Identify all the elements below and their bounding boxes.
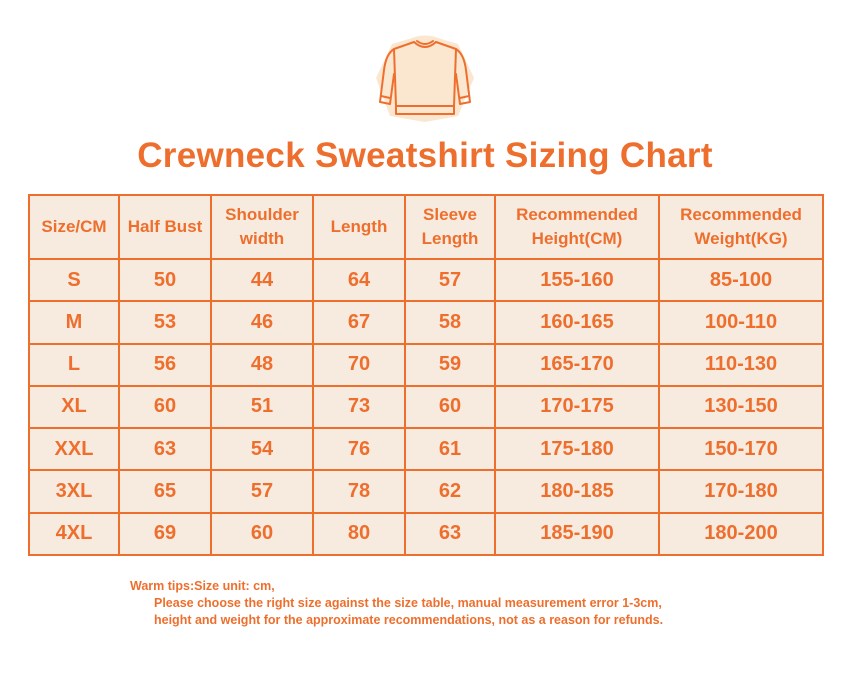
- tips-line-1: Warm tips:Size unit: cm,: [130, 579, 275, 593]
- cell-shoulder-width: 44: [210, 257, 314, 303]
- cell-size: M: [28, 300, 120, 345]
- cell-sleeve-length: 61: [404, 427, 496, 472]
- cell-size: L: [28, 342, 120, 387]
- cell-size: XXL: [28, 427, 120, 472]
- sweatshirt-icon: [370, 30, 480, 125]
- cell-half-bust: 63: [118, 427, 212, 472]
- cell-length: 67: [312, 300, 406, 345]
- cell-shoulder-width: 48: [210, 342, 314, 387]
- cell-length: 70: [312, 342, 406, 387]
- header-length: Length: [312, 194, 406, 260]
- cell-length: 80: [312, 511, 406, 557]
- cell-sleeve-length: 59: [404, 342, 496, 387]
- cell-sleeve-length: 58: [404, 300, 496, 345]
- cell-recommended-weight: 100-110: [658, 300, 824, 345]
- cell-recommended-height: 185-190: [494, 511, 660, 557]
- cell-shoulder-width: 57: [210, 469, 314, 514]
- cell-recommended-height: 165-170: [494, 342, 660, 387]
- table-header-row: Size/CM Half Bust Shoulder width Length S…: [28, 194, 824, 260]
- cell-half-bust: 56: [118, 342, 212, 387]
- cell-shoulder-width: 51: [210, 384, 314, 430]
- cell-size: 3XL: [28, 469, 120, 514]
- table-row: S 50 44 64 57 155-160 85-100: [28, 257, 824, 303]
- header-recommended-height: Recommended Height(CM): [494, 194, 660, 260]
- table-row: M 53 46 67 58 160-165 100-110: [28, 300, 824, 345]
- header-size: Size/CM: [28, 194, 120, 260]
- warm-tips: Warm tips:Size unit: cm, Please choose t…: [130, 578, 663, 629]
- header-half-bust: Half Bust: [118, 194, 212, 260]
- cell-recommended-height: 180-185: [494, 469, 660, 514]
- cell-shoulder-width: 60: [210, 511, 314, 557]
- cell-recommended-weight: 130-150: [658, 384, 824, 430]
- cell-recommended-weight: 150-170: [658, 427, 824, 472]
- cell-recommended-weight: 170-180: [658, 469, 824, 514]
- cell-sleeve-length: 63: [404, 511, 496, 557]
- cell-recommended-weight: 110-130: [658, 342, 824, 387]
- size-table: Size/CM Half Bust Shoulder width Length S…: [28, 194, 824, 557]
- cell-half-bust: 65: [118, 469, 212, 514]
- tips-line-2: Please choose the right size against the…: [154, 596, 662, 610]
- cell-length: 76: [312, 427, 406, 472]
- cell-length: 78: [312, 469, 406, 514]
- cell-length: 73: [312, 384, 406, 430]
- cell-sleeve-length: 57: [404, 257, 496, 303]
- table-row: XXL 63 54 76 61 175-180 150-170: [28, 427, 824, 472]
- cell-sleeve-length: 60: [404, 384, 496, 430]
- cell-shoulder-width: 54: [210, 427, 314, 472]
- header-shoulder-width: Shoulder width: [210, 194, 314, 260]
- header-sleeve-length: Sleeve Length: [404, 194, 496, 260]
- cell-half-bust: 50: [118, 257, 212, 303]
- page-title: Crewneck Sweatshirt Sizing Chart: [137, 136, 713, 175]
- cell-recommended-height: 175-180: [494, 427, 660, 472]
- cell-half-bust: 53: [118, 300, 212, 345]
- cell-recommended-height: 155-160: [494, 257, 660, 303]
- table-row: XL 60 51 73 60 170-175 130-150: [28, 384, 824, 430]
- cell-size: XL: [28, 384, 120, 430]
- tips-line-3: height and weight for the approximate re…: [154, 613, 664, 627]
- cell-recommended-height: 170-175: [494, 384, 660, 430]
- cell-sleeve-length: 62: [404, 469, 496, 514]
- table-row: L 56 48 70 59 165-170 110-130: [28, 342, 824, 387]
- cell-half-bust: 69: [118, 511, 212, 557]
- cell-recommended-weight: 85-100: [658, 257, 824, 303]
- cell-half-bust: 60: [118, 384, 212, 430]
- header-recommended-weight: Recommended Weight(KG): [658, 194, 824, 260]
- cell-length: 64: [312, 257, 406, 303]
- cell-shoulder-width: 46: [210, 300, 314, 345]
- cell-recommended-weight: 180-200: [658, 511, 824, 557]
- cell-recommended-height: 160-165: [494, 300, 660, 345]
- table-row: 4XL 69 60 80 63 185-190 180-200: [28, 511, 824, 557]
- table-row: 3XL 65 57 78 62 180-185 170-180: [28, 469, 824, 514]
- cell-size: S: [28, 257, 120, 303]
- cell-size: 4XL: [28, 511, 120, 557]
